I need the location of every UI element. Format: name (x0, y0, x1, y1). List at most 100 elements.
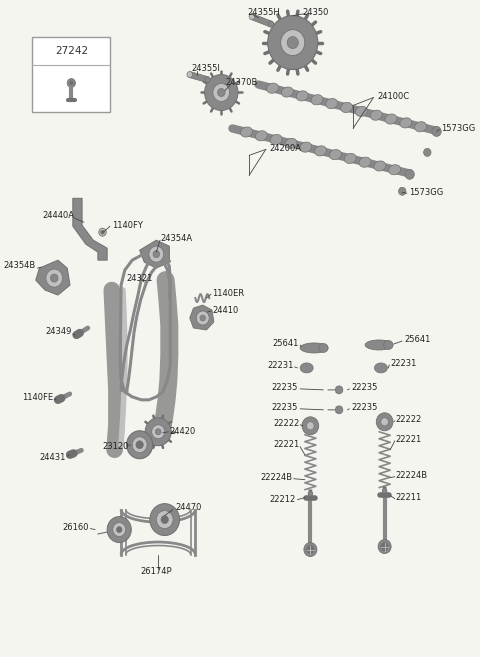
Ellipse shape (281, 87, 293, 97)
Ellipse shape (311, 95, 323, 105)
Polygon shape (140, 240, 169, 268)
Circle shape (150, 504, 180, 535)
Polygon shape (189, 72, 208, 83)
Text: 1140FE: 1140FE (22, 394, 53, 402)
Ellipse shape (240, 127, 252, 137)
Text: 22224B: 22224B (396, 471, 428, 480)
Text: 22221: 22221 (273, 440, 299, 449)
Ellipse shape (385, 114, 397, 124)
Circle shape (268, 21, 274, 27)
Text: 25641: 25641 (273, 340, 299, 348)
Circle shape (205, 77, 210, 83)
Text: 22235: 22235 (271, 403, 298, 413)
Ellipse shape (359, 157, 371, 168)
Text: 24470: 24470 (175, 503, 201, 512)
Ellipse shape (270, 135, 282, 145)
Circle shape (145, 418, 171, 445)
Text: 22235: 22235 (271, 384, 298, 392)
Text: 24200A: 24200A (270, 144, 301, 153)
Circle shape (382, 488, 387, 493)
Ellipse shape (266, 83, 278, 93)
Text: 1140ER: 1140ER (212, 288, 244, 298)
Circle shape (213, 83, 229, 101)
Circle shape (132, 437, 147, 453)
Ellipse shape (370, 110, 382, 120)
Text: 22231: 22231 (267, 361, 294, 371)
Ellipse shape (300, 142, 312, 152)
Circle shape (287, 37, 299, 49)
Text: 24410: 24410 (212, 306, 238, 315)
Ellipse shape (314, 146, 326, 156)
Circle shape (307, 422, 314, 430)
Ellipse shape (285, 138, 297, 148)
Text: 25641: 25641 (404, 336, 431, 344)
Circle shape (153, 251, 159, 258)
Circle shape (302, 417, 319, 435)
Text: 27242: 27242 (55, 46, 88, 56)
Ellipse shape (355, 106, 367, 116)
Ellipse shape (400, 118, 412, 128)
Circle shape (381, 543, 388, 551)
Text: 1140FY: 1140FY (112, 221, 143, 230)
Circle shape (249, 14, 255, 20)
Circle shape (405, 170, 414, 179)
Ellipse shape (415, 122, 427, 132)
Circle shape (217, 89, 225, 97)
Ellipse shape (300, 363, 313, 373)
Circle shape (70, 81, 73, 85)
Circle shape (336, 386, 343, 394)
Circle shape (281, 30, 305, 56)
Circle shape (101, 230, 104, 234)
Text: 22211: 22211 (396, 493, 422, 502)
Circle shape (46, 269, 62, 287)
Ellipse shape (374, 161, 386, 171)
Ellipse shape (365, 340, 393, 350)
Circle shape (117, 526, 122, 533)
Circle shape (149, 246, 164, 262)
Circle shape (152, 425, 165, 439)
Text: 22212: 22212 (269, 495, 296, 504)
Ellipse shape (326, 99, 338, 108)
Circle shape (398, 187, 406, 195)
Circle shape (268, 16, 318, 70)
Ellipse shape (384, 340, 393, 350)
Text: 22221: 22221 (396, 436, 422, 444)
Text: 1573GG: 1573GG (441, 124, 476, 133)
Text: 23120: 23120 (102, 442, 129, 451)
Polygon shape (190, 305, 214, 330)
Text: 24354A: 24354A (160, 234, 192, 242)
Ellipse shape (319, 344, 328, 352)
Polygon shape (73, 198, 107, 260)
Circle shape (67, 79, 75, 87)
Ellipse shape (344, 153, 356, 164)
Circle shape (156, 510, 173, 529)
Text: 24355H: 24355H (247, 8, 280, 17)
Circle shape (307, 545, 314, 554)
Circle shape (200, 315, 205, 321)
Text: 24100C: 24100C (377, 92, 409, 101)
Text: 24355I: 24355I (192, 64, 220, 73)
Circle shape (381, 418, 388, 426)
Text: 24350: 24350 (302, 8, 328, 17)
Text: 22222: 22222 (396, 415, 422, 424)
Circle shape (127, 431, 153, 459)
Circle shape (107, 516, 132, 543)
Text: 24420: 24420 (169, 427, 195, 436)
Ellipse shape (296, 91, 308, 101)
Text: 24354B: 24354B (3, 261, 36, 269)
Circle shape (423, 148, 431, 156)
Text: 24349: 24349 (46, 327, 72, 336)
Ellipse shape (300, 343, 328, 353)
Ellipse shape (374, 363, 387, 373)
Bar (32, 37, 110, 112)
Circle shape (204, 74, 238, 110)
Ellipse shape (329, 150, 341, 160)
Circle shape (99, 228, 106, 237)
Circle shape (336, 406, 343, 414)
Polygon shape (36, 260, 70, 295)
Text: 22231: 22231 (390, 359, 417, 369)
Polygon shape (251, 14, 272, 27)
Text: 22235: 22235 (351, 403, 378, 413)
Circle shape (432, 126, 441, 137)
Circle shape (161, 516, 168, 524)
